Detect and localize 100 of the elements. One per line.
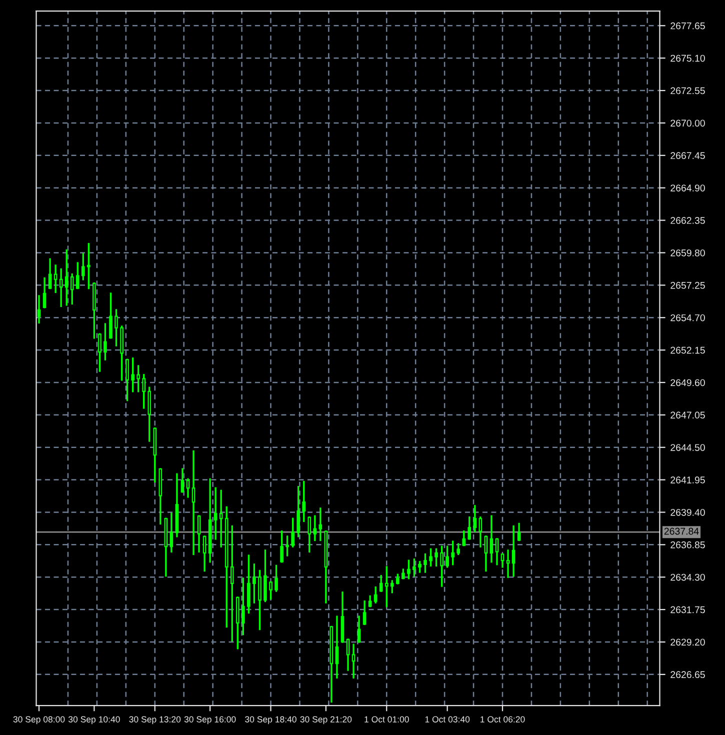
candlestick bbox=[379, 575, 383, 592]
candlestick bbox=[468, 516, 472, 540]
candlestick bbox=[335, 616, 339, 678]
y-tick-label: 2664.90 bbox=[670, 184, 705, 192]
candlestick bbox=[318, 508, 322, 542]
candlestick bbox=[506, 550, 510, 578]
candlestick bbox=[64, 249, 68, 306]
candlestick bbox=[126, 358, 129, 402]
candlestick bbox=[407, 560, 410, 580]
candlestick bbox=[247, 554, 250, 614]
y-tick-label: 2626.65 bbox=[670, 671, 705, 678]
candlestick bbox=[451, 540, 454, 566]
candlestick bbox=[286, 536, 289, 556]
candlestick bbox=[109, 292, 112, 339]
candlestick bbox=[390, 580, 394, 594]
candlestick bbox=[70, 274, 74, 304]
y-tick-label: 2670.00 bbox=[670, 120, 705, 127]
y-tick-label: 2634.30 bbox=[670, 574, 705, 581]
candlestick bbox=[142, 374, 146, 409]
candlestick bbox=[59, 268, 63, 307]
y-tick-label: 2636.85 bbox=[670, 541, 705, 548]
y-tick-label: 2675.10 bbox=[670, 54, 705, 62]
candlestick bbox=[192, 450, 196, 556]
candlestick bbox=[87, 242, 90, 290]
candlestick bbox=[104, 323, 107, 360]
candlestick bbox=[446, 546, 449, 568]
candlestick bbox=[98, 333, 102, 372]
candlestick bbox=[252, 564, 256, 604]
candlestick bbox=[517, 522, 521, 542]
candlestick bbox=[48, 258, 52, 290]
x-tick-label: 30 Sep 21:20 bbox=[300, 716, 352, 724]
candlestick bbox=[81, 253, 85, 280]
candlestick bbox=[274, 564, 278, 592]
y-tick-label: 2644.50 bbox=[670, 444, 705, 451]
candlestick bbox=[512, 525, 516, 577]
candlestick bbox=[424, 553, 427, 573]
candlestick bbox=[302, 480, 306, 522]
x-tick-label: 1 Oct 01:00 bbox=[364, 716, 409, 722]
x-tick-label: 30 Sep 10:40 bbox=[68, 716, 120, 724]
y-tick-label: 2677.65 bbox=[670, 22, 705, 30]
y-tick-label: 2672.55 bbox=[670, 87, 705, 94]
candlestick bbox=[473, 505, 477, 532]
candlestick bbox=[202, 536, 206, 572]
candlestick bbox=[258, 570, 262, 630]
x-tick-label: 1 Oct 06:20 bbox=[480, 716, 525, 722]
y-tick-label: 2662.35 bbox=[670, 217, 705, 224]
candlestick bbox=[37, 295, 41, 324]
candlestick bbox=[490, 515, 494, 563]
candlestick bbox=[242, 578, 245, 636]
candlestick bbox=[114, 309, 118, 346]
candlestick bbox=[42, 277, 46, 308]
candlestick bbox=[374, 586, 378, 604]
candlestick bbox=[136, 365, 140, 392]
x-tick-label: 30 Sep 13:20 bbox=[129, 716, 181, 724]
candlestick bbox=[429, 548, 432, 566]
candlestick bbox=[362, 600, 366, 626]
candlestick bbox=[296, 486, 300, 538]
candlestick bbox=[308, 516, 312, 553]
y-tick-label: 2629.20 bbox=[670, 638, 705, 646]
y-tick-label: 2631.75 bbox=[670, 606, 705, 614]
candlestick bbox=[313, 515, 317, 542]
x-tick-label: 30 Sep 18:40 bbox=[245, 716, 296, 724]
candlestick bbox=[197, 515, 201, 553]
candlestick bbox=[219, 490, 223, 548]
candlestick bbox=[269, 581, 272, 600]
ref-line-label: 2637.84 bbox=[664, 528, 699, 535]
candlestick bbox=[434, 548, 438, 566]
y-tick-label: 2639.40 bbox=[670, 508, 705, 516]
y-tick-label: 2657.25 bbox=[670, 282, 705, 289]
candlestick bbox=[291, 518, 294, 548]
candlestick bbox=[462, 530, 466, 546]
y-tick-label: 2654.70 bbox=[670, 314, 705, 322]
candlestick bbox=[230, 525, 234, 642]
x-tick-label: 30 Sep 08:00 bbox=[13, 716, 65, 724]
candlestick bbox=[478, 516, 482, 548]
y-tick-label: 2659.80 bbox=[670, 249, 705, 256]
candlestick bbox=[368, 595, 372, 608]
candlestick bbox=[54, 264, 58, 293]
candlestick bbox=[131, 357, 134, 392]
y-tick-label: 2647.05 bbox=[670, 412, 705, 419]
candlestick bbox=[180, 468, 184, 493]
y-tick-label: 2641.95 bbox=[670, 476, 705, 484]
x-tick-label: 1 Oct 03:40 bbox=[425, 716, 470, 722]
candlestick bbox=[357, 616, 361, 643]
candlestick bbox=[484, 536, 488, 572]
candlestick bbox=[495, 538, 499, 566]
candlestick bbox=[186, 478, 190, 498]
candlestick bbox=[148, 386, 152, 442]
candlestick bbox=[76, 262, 80, 290]
candlestick bbox=[170, 512, 174, 553]
candlestick bbox=[352, 644, 356, 678]
y-tick-label: 2649.60 bbox=[670, 379, 705, 386]
candlestick bbox=[280, 530, 284, 563]
candlestick bbox=[346, 638, 350, 671]
candlestick bbox=[418, 561, 422, 573]
candlestick bbox=[384, 566, 388, 608]
y-tick-label: 2667.45 bbox=[670, 152, 705, 160]
y-tick-label: 2652.15 bbox=[670, 346, 705, 354]
candlestick bbox=[440, 546, 444, 587]
candlestick bbox=[500, 553, 504, 568]
